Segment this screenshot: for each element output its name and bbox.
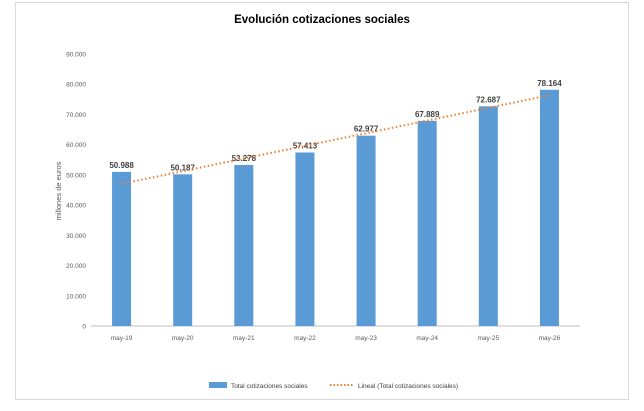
y-tick-label: 20.000 [66, 263, 86, 270]
data-label: 50.187 [170, 163, 195, 172]
x-tick-label: may-23 [355, 335, 377, 342]
y-tick-label: 30.000 [66, 233, 86, 240]
y-axis-title: millones de euros [54, 161, 63, 220]
data-label: 62.977 [354, 125, 379, 134]
x-tick-label: may-25 [477, 335, 499, 342]
bar [173, 174, 193, 326]
y-tick-label: 40.000 [66, 203, 86, 210]
data-label: 50.988 [109, 161, 134, 170]
legend-label-trendline: Lineal (Total cotizaciones sociales) [358, 383, 458, 390]
plot-area: 0 10.000 20.000 30.000 40.000 50.000 60.000 70.… [66, 52, 580, 342]
legend-label-bars: Total cotizaciones sociales [231, 383, 308, 390]
x-tick-label: may-22 [294, 335, 316, 342]
y-tick-label: 50.000 [66, 172, 86, 179]
y-tick-label: 10.000 [66, 293, 86, 300]
bar [417, 120, 437, 326]
y-tick-label: 0 [82, 324, 86, 331]
x-tick-label: may-21 [233, 335, 255, 342]
legend-swatch-bars [209, 382, 227, 388]
y-tick-label: 80.000 [66, 82, 86, 89]
bar [356, 135, 376, 326]
data-label: 57.413 [293, 141, 318, 150]
x-tick-label: may-20 [172, 335, 194, 342]
y-tick-label: 70.000 [66, 112, 86, 119]
bar [112, 171, 132, 326]
data-label: 78.164 [537, 79, 562, 88]
x-tick-label: may-19 [111, 335, 133, 342]
y-tick-label: 60.000 [66, 142, 86, 149]
trendline [121, 94, 550, 185]
bar [234, 164, 254, 326]
bar [478, 106, 498, 326]
legend: Total cotizaciones sociales Lineal (Tota… [209, 382, 458, 390]
chart-title: Evolución cotizaciones sociales [234, 14, 410, 26]
data-label: 72.687 [476, 95, 501, 104]
y-tick-label: 90.000 [66, 52, 86, 59]
data-label: 67.889 [415, 110, 440, 119]
x-tick-label: may-26 [539, 335, 561, 342]
bar [295, 152, 315, 326]
bar [539, 89, 559, 326]
x-tick-label: may-24 [416, 335, 438, 342]
